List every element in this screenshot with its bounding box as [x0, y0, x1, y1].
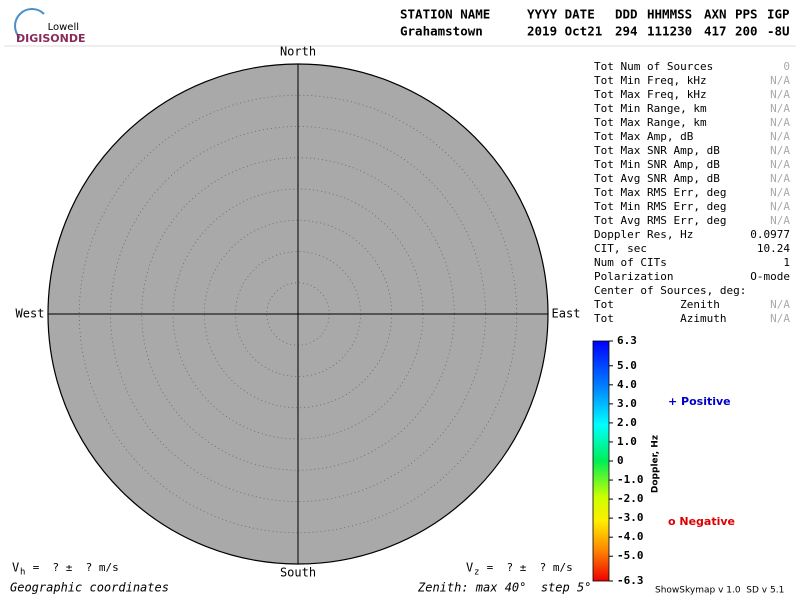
stat-value: N/A: [770, 88, 790, 101]
stat-value: N/A: [770, 200, 790, 213]
stat-value: N/A: [770, 102, 790, 115]
colorbar-tick-label: -3.0: [617, 511, 644, 524]
velocity-sub: h: [20, 568, 25, 578]
colorbar-tick-label: -6.3: [617, 574, 644, 587]
colorbar-tick-label: 3.0: [617, 397, 637, 410]
header-value: 417: [704, 24, 727, 39]
colorbar-tick-label: -5.0: [617, 549, 644, 562]
stat-label: Tot Zenith: [594, 298, 720, 311]
stat-value: N/A: [770, 116, 790, 129]
velocity-text: = ? ± ? m/s: [26, 561, 119, 574]
stat-value: 10.24: [757, 242, 790, 255]
stat-label: Tot Avg SNR Amp, dB: [594, 172, 720, 185]
stat-label: Tot Azimuth: [594, 312, 726, 325]
colorbar-tick-label: 0: [617, 454, 624, 467]
stat-label: Tot Min Freq, kHz: [594, 74, 707, 87]
direction-east: East: [552, 307, 581, 321]
stat-value: N/A: [770, 130, 790, 143]
header-label: IGP: [767, 7, 790, 22]
colorbar-tick-label: 2.0: [617, 416, 637, 429]
stat-label: Tot Num of Sources: [594, 60, 713, 73]
stat-value: N/A: [770, 172, 790, 185]
stat-label: Polarization: [594, 270, 673, 283]
header-value: 2019 Oct21: [527, 24, 602, 39]
direction-west: West: [16, 307, 45, 321]
header-label: PPS: [735, 7, 758, 22]
logo-top: Lowell: [48, 22, 79, 33]
stat-value: N/A: [770, 144, 790, 157]
content: STATION NAME YYYY DATE DDD HHMMSS AXN PPS IGP G…: [10, 7, 790, 596]
header-label: HHMMSS: [647, 7, 692, 22]
stat-label: Tot Min RMS Err, deg: [594, 200, 726, 213]
stat-value: N/A: [770, 214, 790, 227]
stat-label: Tot Min Range, km: [594, 102, 707, 115]
colorbar-tick-label: 5.0: [617, 359, 637, 372]
stat-label: Tot Max SNR Amp, dB: [594, 144, 720, 157]
logo-bottom: DIGISONDE: [16, 32, 85, 45]
stat-value: O-mode: [750, 270, 790, 283]
header-value: -8U: [767, 24, 790, 39]
colorbar-title: Doppler, Hz: [651, 435, 661, 493]
stat-value: 0.0977: [750, 228, 790, 241]
stat-value: 1: [783, 256, 790, 269]
stat-label: Num of CITs: [594, 256, 667, 269]
stat-label: Tot Max Range, km: [594, 116, 707, 129]
stat-label: Center of Sources, deg:: [594, 284, 746, 297]
direction-north: North: [280, 45, 316, 59]
velocity-symbol: V: [12, 561, 19, 575]
stat-value: 0: [783, 60, 790, 73]
stat-label: Tot Max Freq, kHz: [594, 88, 707, 101]
stat-value: N/A: [770, 74, 790, 87]
stat-label: CIT, sec: [594, 242, 647, 255]
header-label: YYYY DATE: [527, 7, 595, 22]
colorbar-tick-label: -4.0: [617, 530, 644, 543]
stat-value: N/A: [770, 312, 790, 325]
colorbar-tick-label: 4.0: [617, 378, 637, 391]
stat-value: N/A: [770, 298, 790, 311]
stat-label: Tot Max Amp, dB: [594, 130, 694, 143]
stat-label: Doppler Res, Hz: [594, 228, 693, 241]
colorbar-tick-label: -2.0: [617, 492, 644, 505]
version-label: ShowSkymap v 1.0 SD v 5.1: [655, 586, 784, 596]
header-label: AXN: [704, 7, 727, 22]
velocity-text: = ? ± ? m/s: [480, 561, 573, 574]
logo-arc: [14, 8, 45, 39]
colorbar-tick-label: 1.0: [617, 435, 637, 448]
legend-positive: + Positive: [668, 395, 731, 408]
colorbar-tick-label: -1.0: [617, 473, 644, 486]
colorbar: [592, 340, 610, 582]
coords-label: Geographic coordinates: [10, 581, 169, 595]
header-value: 200: [735, 24, 758, 39]
header-label: DDD: [615, 7, 638, 22]
stat-value: N/A: [770, 186, 790, 199]
stat-label: Tot Max RMS Err, deg: [594, 186, 726, 199]
stat-label: Tot Min SNR Amp, dB: [594, 158, 720, 171]
header-label: STATION NAME: [400, 7, 490, 22]
colorbar-tick-label: 6.3: [617, 334, 637, 347]
header-value: Grahamstown: [400, 24, 483, 39]
direction-south: South: [280, 566, 316, 580]
velocity-symbol: V: [466, 561, 473, 575]
zenith-label: Zenith: max 40° step 5°: [417, 581, 591, 595]
stat-label: Tot Avg RMS Err, deg: [594, 214, 726, 227]
stat-value: N/A: [770, 158, 790, 171]
legend-negative: o Negative: [668, 515, 735, 528]
velocity-sub: z: [474, 568, 479, 578]
header-value: 111230: [647, 24, 692, 39]
header-value: 294: [615, 24, 638, 39]
